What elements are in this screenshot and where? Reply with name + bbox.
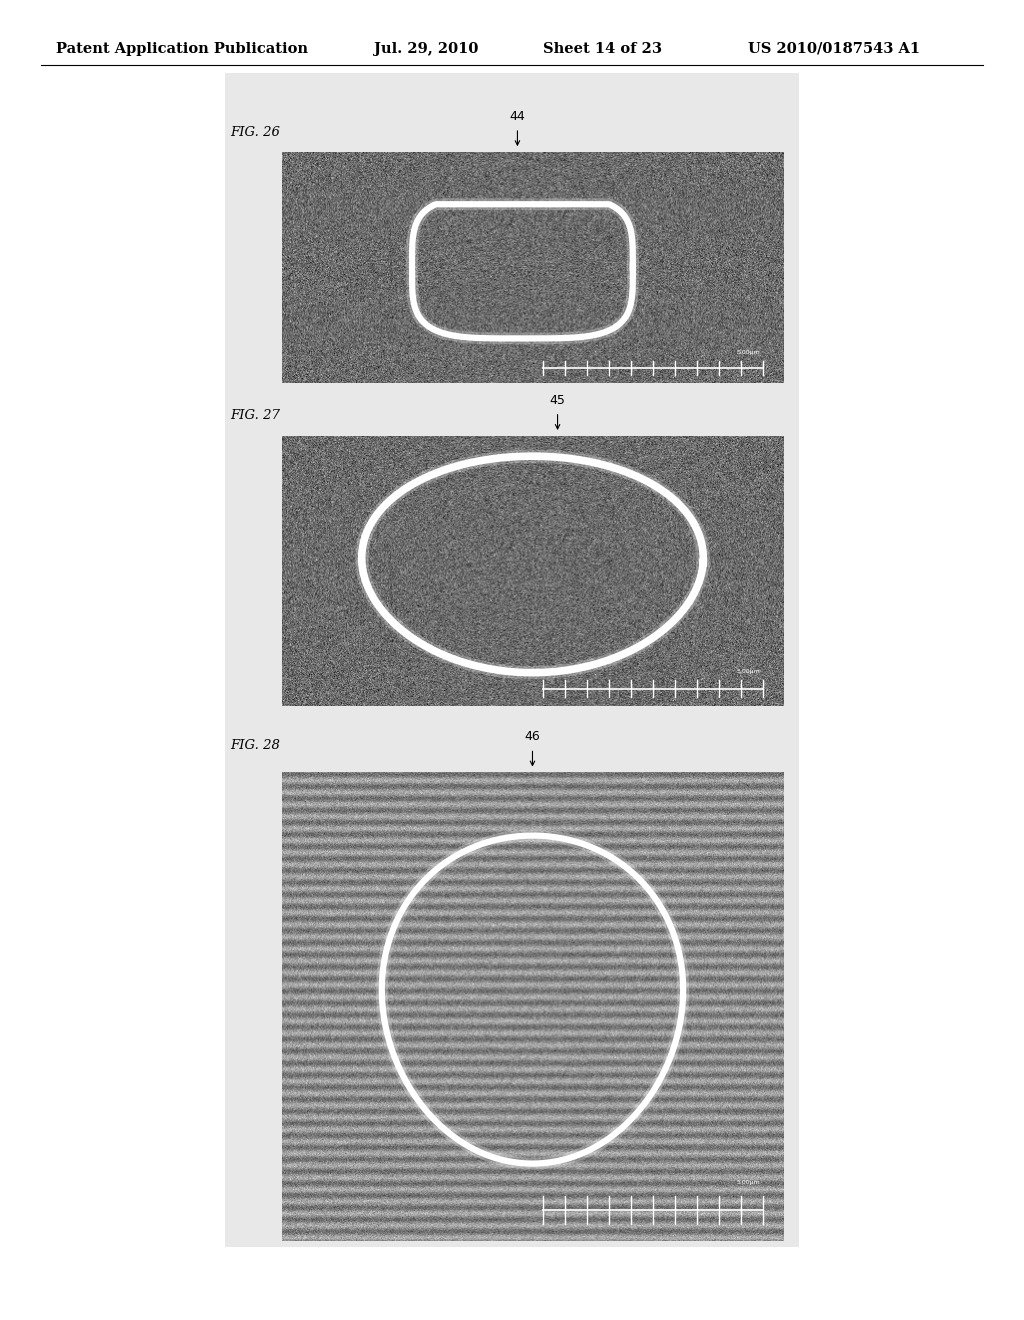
Text: 46: 46 — [524, 730, 541, 743]
Text: FIG. 26: FIG. 26 — [230, 125, 281, 139]
Text: Patent Application Publication: Patent Application Publication — [56, 42, 308, 55]
Bar — [225, 73, 799, 1247]
Text: 45: 45 — [550, 393, 565, 407]
Text: FIG. 28: FIG. 28 — [230, 739, 281, 752]
Text: 44: 44 — [510, 110, 525, 123]
Text: Sheet 14 of 23: Sheet 14 of 23 — [543, 42, 662, 55]
Text: FIG. 27: FIG. 27 — [230, 409, 281, 422]
Text: Jul. 29, 2010: Jul. 29, 2010 — [374, 42, 478, 55]
Text: 5.00μm: 5.00μm — [737, 350, 761, 355]
Text: 5.00μm: 5.00μm — [737, 669, 761, 673]
Text: US 2010/0187543 A1: US 2010/0187543 A1 — [748, 42, 920, 55]
Text: 5.00μm: 5.00μm — [737, 1180, 761, 1184]
